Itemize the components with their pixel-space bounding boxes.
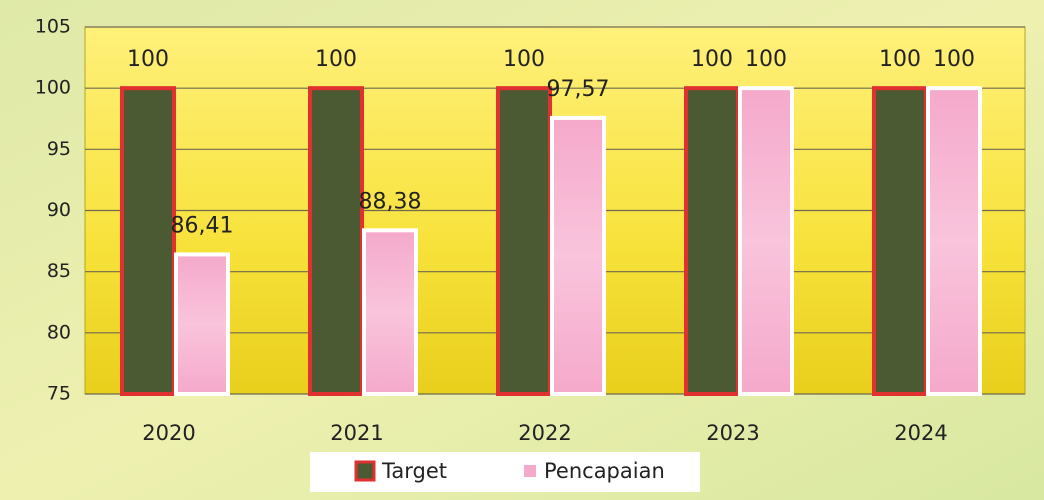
y-tick-label: 105 (35, 16, 71, 38)
bar (872, 86, 928, 397)
legend-label: Pencapaian (544, 459, 665, 483)
x-tick-label: 2021 (330, 421, 383, 445)
bar (738, 86, 794, 397)
bar (362, 228, 418, 396)
value-label: 86,41 (171, 213, 234, 238)
bar (926, 86, 982, 397)
bar (684, 86, 740, 397)
bar (120, 86, 176, 397)
value-label: 88,38 (359, 189, 422, 214)
y-tick-label: 95 (47, 138, 71, 160)
value-label: 100 (127, 47, 169, 72)
x-tick-label: 2023 (706, 421, 759, 445)
value-label: 100 (691, 47, 733, 72)
x-tick-label: 2024 (894, 421, 947, 445)
legend-label: Target (381, 459, 447, 483)
value-label: 100 (879, 47, 921, 72)
value-label: 100 (933, 47, 975, 72)
x-tick-label: 2022 (518, 421, 571, 445)
y-tick-label: 100 (35, 77, 71, 99)
y-tick-label: 90 (47, 199, 71, 221)
value-label: 97,57 (547, 77, 610, 102)
value-label: 100 (315, 47, 357, 72)
x-tick-label: 2020 (142, 421, 195, 445)
value-label: 100 (745, 47, 787, 72)
y-tick-label: 80 (47, 321, 71, 343)
y-tick-label: 75 (47, 383, 71, 405)
bar (174, 252, 230, 396)
legend-swatch (524, 465, 536, 477)
legend-swatch (354, 460, 376, 482)
y-tick-label: 85 (47, 260, 71, 282)
bar (550, 115, 606, 396)
bar (496, 86, 552, 397)
value-label: 100 (503, 47, 545, 72)
bar (308, 86, 364, 397)
